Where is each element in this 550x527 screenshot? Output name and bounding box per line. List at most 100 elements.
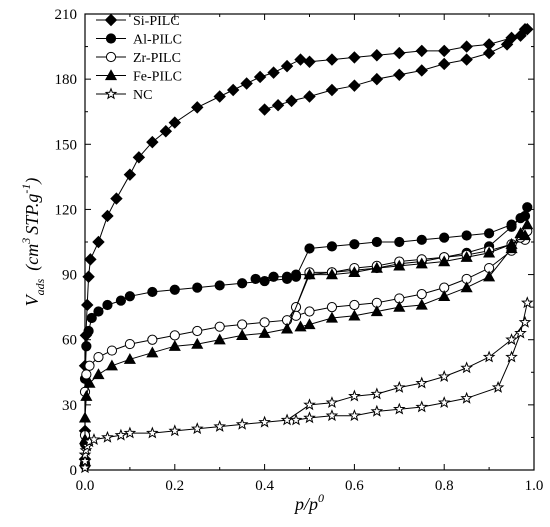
legend-item: Fe-PILC [96, 69, 182, 85]
data-point [106, 345, 118, 356]
data-point [294, 320, 307, 332]
y-tick-label: 60 [62, 333, 77, 349]
data-point [86, 312, 97, 324]
series-line-adsorption [84, 235, 526, 462]
data-point [326, 302, 338, 313]
data-point [147, 334, 158, 345]
x-tick-label: 1.0 [525, 478, 544, 494]
data-point [168, 424, 182, 437]
data-point [146, 426, 159, 439]
data-point [226, 83, 240, 97]
data-point [348, 409, 361, 422]
data-point [237, 319, 248, 330]
data-point [506, 221, 517, 232]
legend-label: Fe-PILC [133, 70, 182, 85]
data-point [93, 306, 104, 317]
x-axis-label-sup: 0 [318, 491, 324, 505]
data-point [415, 64, 428, 77]
data-point [370, 72, 384, 86]
data-point [303, 268, 316, 280]
legend-marker [105, 51, 117, 63]
data-point [123, 168, 137, 181]
legend-marker [104, 69, 118, 81]
data-point [437, 396, 451, 409]
data-point [258, 326, 271, 338]
data-point [460, 250, 473, 262]
data-point [87, 432, 101, 445]
y-axis-label-sup2: -1 [19, 184, 33, 194]
data-point [438, 290, 451, 301]
data-point [438, 255, 451, 267]
data-point [514, 326, 527, 339]
legend-label: Al-PILC [133, 33, 182, 48]
y-tick-label: 150 [55, 137, 78, 153]
data-point [370, 305, 383, 317]
y-tick-label: 180 [55, 72, 78, 88]
data-point [505, 242, 518, 254]
x-tick-label: 0.4 [255, 478, 274, 494]
data-point [393, 259, 406, 271]
data-point [482, 350, 496, 363]
y-axis-label-sup1: 3 [19, 238, 33, 245]
y-axis-label: Vads (cm3 STP.g-1) [19, 178, 47, 307]
data-point [92, 235, 105, 249]
data-point [258, 415, 271, 428]
data-point [325, 311, 338, 323]
data-point [83, 376, 96, 388]
data-point [393, 46, 406, 60]
x-tick-label: 0.6 [345, 478, 364, 494]
data-point [259, 317, 270, 328]
legend-marker [104, 87, 118, 100]
legend-item: Si-PILC [96, 13, 180, 29]
data-point [240, 77, 253, 90]
series-al-pilc [79, 202, 533, 471]
legend-item: NC [96, 87, 152, 103]
data-point [83, 325, 94, 337]
data-point [370, 404, 384, 417]
x-tick-label: 0.2 [165, 478, 184, 494]
data-point [326, 241, 338, 252]
x-tick-label: 0.8 [435, 478, 454, 494]
data-point [213, 333, 226, 345]
data-point [258, 103, 271, 116]
series-layer [78, 22, 534, 474]
data-point [415, 298, 428, 310]
data-point [325, 53, 339, 66]
legend-marker [105, 33, 117, 44]
data-point [102, 299, 113, 311]
data-point [415, 257, 428, 269]
axis-ticks: 0.0 0.2 0.4 0.6 0.8 1.0 0 30 60 90 120 150 180 210 [55, 7, 544, 494]
data-point [349, 299, 360, 311]
data-point [146, 346, 159, 358]
data-point [169, 330, 180, 341]
data-point [348, 389, 361, 402]
data-point [484, 228, 495, 239]
data-point [101, 430, 114, 443]
data-point [192, 282, 203, 293]
data-point [92, 368, 105, 380]
y-tick-label: 0 [70, 463, 78, 479]
data-point [461, 230, 472, 241]
x-axis-label: p/p0 [293, 491, 324, 514]
data-point [514, 29, 527, 42]
data-point [168, 339, 181, 351]
data-point [325, 396, 339, 409]
series-fe-pilc [78, 218, 534, 466]
data-point [500, 38, 514, 51]
data-point [505, 333, 518, 346]
legend: Si-PILC Al-PILC Zr-PILC Fe-PILC NC [96, 13, 182, 103]
data-point [213, 419, 226, 432]
legend-label: Zr-PILC [133, 51, 181, 66]
data-point [349, 239, 360, 250]
data-point [214, 280, 225, 291]
data-point [521, 22, 534, 36]
data-point [483, 270, 496, 282]
data-point [483, 246, 496, 258]
data-point [437, 44, 451, 58]
y-axis-label-mid: STP.g [22, 194, 42, 235]
data-point [514, 227, 527, 238]
data-point [81, 341, 92, 352]
data-point [521, 218, 534, 230]
y-tick-label: 210 [55, 7, 78, 23]
data-point [460, 361, 473, 374]
